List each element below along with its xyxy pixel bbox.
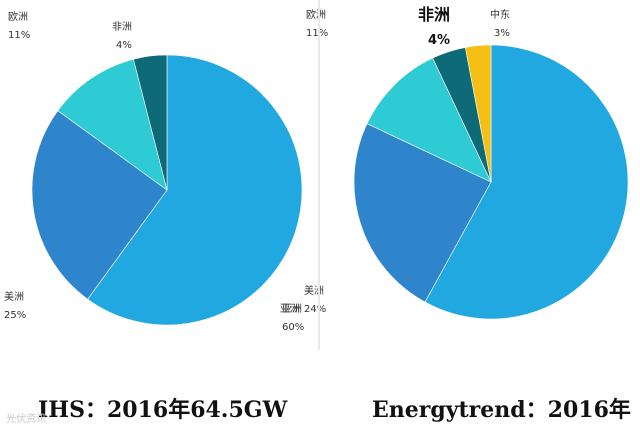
chart-caption-ihs: IHS：2016年64.5GW bbox=[38, 397, 288, 423]
pie2-slice-0 bbox=[424, 44, 629, 320]
pie1-slice-1-name-label: 美洲 bbox=[4, 290, 24, 303]
chart-caption-energytrend: Energytrend：2016年 bbox=[372, 397, 631, 423]
pie1-slice-1 bbox=[31, 110, 168, 300]
pie2-slice-2-value-label: 11% bbox=[306, 28, 328, 39]
pie1-slice-0 bbox=[87, 54, 303, 326]
pie1-slice-1-value-label: 25% bbox=[4, 310, 26, 321]
pie2-slice-4-value-label: 3% bbox=[494, 28, 510, 39]
pie2-slice-1 bbox=[353, 123, 492, 303]
pie2-slice-3-name-label: 非洲 bbox=[418, 5, 450, 24]
pie2-slice-4 bbox=[464, 44, 492, 183]
pie2-slice-1-value-label: 24% bbox=[304, 304, 326, 315]
pie1-slice-3-value-label: 4% bbox=[116, 40, 132, 51]
pie1-slice-3-name-label: 非洲 bbox=[112, 21, 132, 33]
pie1-slice-0-name-label: 亚洲 bbox=[282, 303, 302, 315]
pie2-slice-3-value-label: 4% bbox=[428, 33, 450, 48]
pie1-slice-2-value-label: 11% bbox=[8, 30, 30, 41]
pie2-slice-2 bbox=[366, 57, 492, 183]
pie2-slice-1-name-label: 美洲 bbox=[304, 284, 324, 297]
pie1-slice-2 bbox=[57, 58, 168, 191]
chart-divider bbox=[318, 0, 320, 350]
pie1-slice-2-name-label: 欧洲 bbox=[8, 11, 28, 23]
pie2-slice-0-name-label: 亚洲 bbox=[280, 303, 300, 315]
pie2-slice-4-name-label: 中东 bbox=[490, 8, 510, 21]
pie1-slice-3 bbox=[133, 54, 168, 191]
pie2-slice-2-name-label: 欧洲 bbox=[306, 9, 326, 21]
pie1-slice-0-value-label: 60% bbox=[282, 322, 304, 333]
watermark: 光伏资讯 bbox=[6, 414, 46, 425]
